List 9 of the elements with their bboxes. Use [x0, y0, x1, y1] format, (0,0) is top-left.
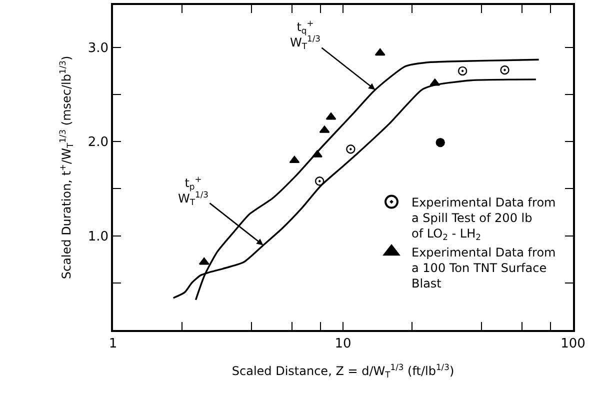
y-tick-label: 1.0 — [88, 229, 109, 244]
y-tick-label: 3.0 — [88, 40, 109, 56]
x-tick-label: 10 — [334, 336, 352, 352]
legend-label: Experimental Data from a 100 Ton TNT Surface Blast — [412, 245, 556, 290]
y-tick-label: 2.0 — [88, 135, 109, 150]
legend-label: Experimental Data from a Spill Test of 200 lb of LO$_{2}$ - LH$_{2}$ — [412, 195, 556, 242]
x-tick-label: 100 — [560, 336, 586, 352]
x-tick-label: 1 — [108, 336, 118, 352]
x-axis-title: Scaled Distance, Z = d/W$_{T}$$^{1/3}$ (ft/lb$^{1/3}$) — [232, 362, 454, 380]
